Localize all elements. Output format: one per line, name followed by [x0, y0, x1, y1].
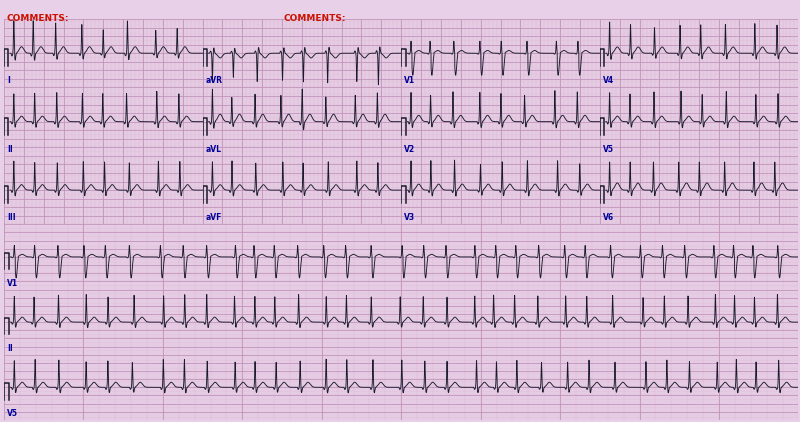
Text: V4: V4	[602, 76, 614, 85]
Text: aVR: aVR	[206, 76, 222, 85]
Text: COMMENTS:: COMMENTS:	[6, 14, 69, 22]
Text: III: III	[7, 213, 16, 222]
Text: V6: V6	[602, 213, 614, 222]
Text: V1: V1	[404, 76, 415, 85]
Text: V1: V1	[7, 279, 18, 288]
Text: V5: V5	[7, 409, 18, 418]
Text: V3: V3	[404, 213, 415, 222]
Text: II: II	[7, 344, 13, 353]
Text: V5: V5	[602, 145, 614, 154]
Text: I: I	[7, 76, 10, 85]
Text: COMMENTS:: COMMENTS:	[284, 14, 346, 22]
Text: aVF: aVF	[206, 213, 222, 222]
Text: V2: V2	[404, 145, 415, 154]
Text: II: II	[7, 145, 13, 154]
Text: aVL: aVL	[206, 145, 222, 154]
